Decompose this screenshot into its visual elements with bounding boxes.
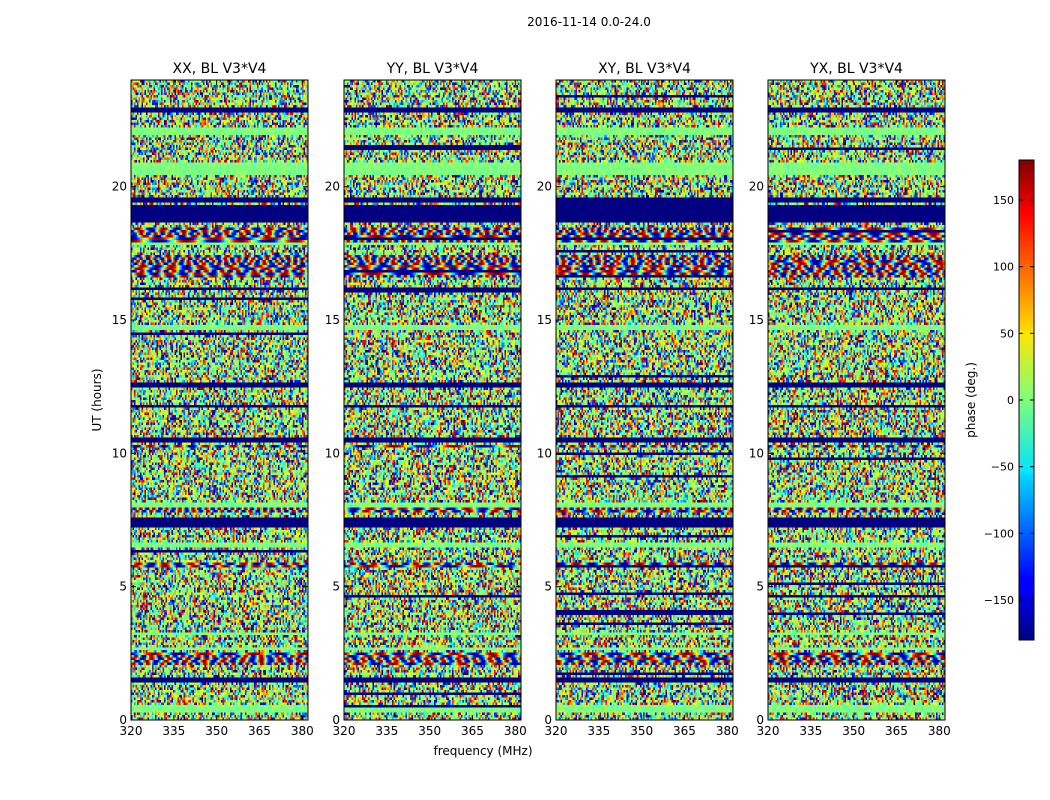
y-tick-label: 5 bbox=[756, 580, 764, 594]
figure-title: 2016-11-14 0.0-24.0 bbox=[527, 15, 651, 29]
panel-frame bbox=[130, 79, 309, 721]
x-tick-label: 320 bbox=[545, 724, 568, 738]
panel-2: YY, BL V3*V4 320 335 350 365 380 0 5 10 15 20 bbox=[325, 61, 527, 738]
y-tick-label: 10 bbox=[325, 446, 340, 460]
x-tick-label: 335 bbox=[587, 724, 610, 738]
y-tick-label: 5 bbox=[332, 580, 340, 594]
y-tick-label: 0 bbox=[756, 713, 764, 727]
x-tick-label: 335 bbox=[799, 724, 822, 738]
colorbar-tick-label: 100 bbox=[993, 261, 1014, 274]
colorbar-tick-label: 150 bbox=[993, 194, 1014, 207]
colorbar-tick-label: 0 bbox=[1007, 394, 1014, 407]
x-tick-label: 350 bbox=[630, 724, 653, 738]
y-tick-label: 0 bbox=[119, 713, 127, 727]
colorbar: phase (deg.) −150 −100 −50 0 50 100 150 bbox=[964, 159, 1035, 641]
x-tick-label: 380 bbox=[716, 724, 739, 738]
panel-title: XX, BL V3*V4 bbox=[173, 61, 267, 77]
heatmap-raster bbox=[556, 80, 733, 720]
panel-4: YX, BL V3*V4 320 335 350 365 380 0 5 10 15 20 bbox=[749, 61, 951, 738]
x-tick-label: 320 bbox=[333, 724, 356, 738]
x-tick-label: 350 bbox=[842, 724, 865, 738]
colorbar-tick-label: −100 bbox=[984, 527, 1014, 540]
y-tick-label: 20 bbox=[749, 180, 764, 194]
y-tick-label: 20 bbox=[112, 180, 127, 194]
y-tick-label: 15 bbox=[749, 313, 764, 327]
heatmap-raster bbox=[768, 80, 945, 720]
x-tick-label: 365 bbox=[248, 724, 271, 738]
y-tick-label: 20 bbox=[537, 180, 552, 194]
y-tick-label: 5 bbox=[119, 580, 127, 594]
colorbar-label: phase (deg.) bbox=[964, 362, 978, 438]
colorbar-tick-label: 50 bbox=[1000, 327, 1014, 340]
x-tick-label: 380 bbox=[504, 724, 527, 738]
x-tick-label: 320 bbox=[757, 724, 780, 738]
panel-frame bbox=[555, 79, 734, 721]
y-tick-label: 5 bbox=[544, 580, 552, 594]
x-axis-label: frequency (MHz) bbox=[433, 744, 532, 758]
x-tick-label: 350 bbox=[205, 724, 228, 738]
x-tick-label: 365 bbox=[673, 724, 696, 738]
y-tick-label: 20 bbox=[325, 180, 340, 194]
panel-1: XX, BL V3*V4 320 335 350 365 380 0 5 10 15 20 bbox=[112, 61, 314, 738]
panel-title: YX, BL V3*V4 bbox=[809, 61, 903, 77]
y-tick-label: 15 bbox=[112, 313, 127, 327]
y-tick-label: 10 bbox=[112, 446, 127, 460]
x-tick-label: 335 bbox=[162, 724, 185, 738]
panel-title: XY, BL V3*V4 bbox=[598, 61, 691, 77]
y-tick-label: 0 bbox=[332, 713, 340, 727]
x-tick-label: 380 bbox=[928, 724, 951, 738]
colorbar-tick-label: −150 bbox=[984, 594, 1014, 607]
panel-frame bbox=[343, 79, 522, 721]
heatmap-raster bbox=[131, 80, 308, 720]
x-tick-label: 350 bbox=[418, 724, 441, 738]
colorbar-tick-label: −50 bbox=[991, 461, 1014, 474]
y-tick-label: 15 bbox=[325, 313, 340, 327]
x-tick-label: 365 bbox=[885, 724, 908, 738]
heatmap-raster bbox=[344, 80, 521, 720]
y-tick-label: 10 bbox=[749, 446, 764, 460]
panel-3: XY, BL V3*V4 320 335 350 365 380 0 5 10 15 20 bbox=[537, 61, 739, 738]
x-tick-label: 320 bbox=[120, 724, 143, 738]
panel-frame bbox=[767, 79, 946, 721]
y-tick-label: 10 bbox=[537, 446, 552, 460]
y-axis-label: UT (hours) bbox=[90, 368, 104, 431]
panel-title: YY, BL V3*V4 bbox=[386, 61, 479, 77]
y-tick-label: 15 bbox=[537, 313, 552, 327]
x-tick-label: 380 bbox=[291, 724, 314, 738]
x-tick-label: 365 bbox=[461, 724, 484, 738]
y-tick-label: 0 bbox=[544, 713, 552, 727]
x-tick-label: 335 bbox=[375, 724, 398, 738]
